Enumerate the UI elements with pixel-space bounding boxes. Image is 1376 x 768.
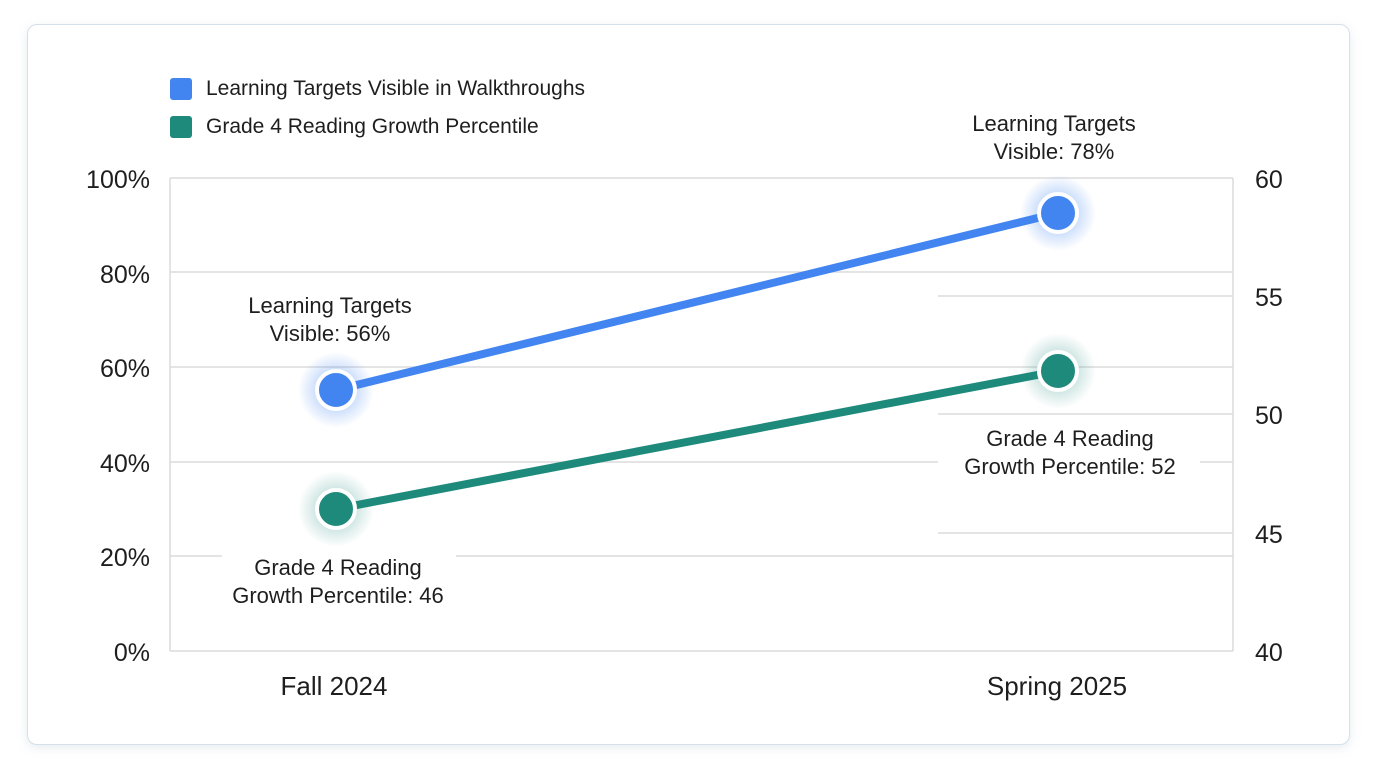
annotation-line: Growth Percentile: 46 bbox=[232, 583, 444, 608]
annotation-line: Grade 4 Reading bbox=[254, 555, 422, 580]
chart-card bbox=[27, 24, 1350, 745]
annotation-line: Grade 4 Reading bbox=[986, 426, 1154, 451]
left-tick: 60% bbox=[100, 355, 150, 383]
right-tick: 55 bbox=[1255, 284, 1283, 312]
annotation-line: Visible: 56% bbox=[270, 321, 391, 346]
legend-item-reading-growth[interactable]: Grade 4 Reading Growth Percentile bbox=[170, 108, 585, 146]
left-tick: 100% bbox=[86, 166, 150, 194]
data-point-teal-fall[interactable] bbox=[315, 488, 357, 530]
data-point-blue-spring[interactable] bbox=[1037, 192, 1079, 234]
series-line-reading-growth bbox=[332, 367, 1062, 513]
annotation-blue-spring: Learning Targets Visible: 78% bbox=[972, 111, 1136, 164]
data-point-teal-spring[interactable] bbox=[1037, 350, 1079, 392]
legend-swatch-blue-icon bbox=[170, 78, 192, 100]
left-tick: 80% bbox=[100, 261, 150, 289]
annotation-teal-spring: Grade 4 Reading Growth Percentile: 52 bbox=[964, 426, 1176, 479]
right-tick: 50 bbox=[1255, 402, 1283, 430]
legend-label: Grade 4 Reading Growth Percentile bbox=[206, 115, 539, 138]
right-gridlines bbox=[938, 295, 1233, 534]
legend-item-learning-targets[interactable]: Learning Targets Visible in Walkthroughs bbox=[170, 70, 585, 108]
right-tick: 45 bbox=[1255, 521, 1283, 549]
annotation-line: Learning Targets bbox=[972, 111, 1136, 136]
right-tick: 40 bbox=[1255, 639, 1283, 667]
annotation-line: Growth Percentile: 52 bbox=[964, 454, 1176, 479]
x-axis: Fall 2024 Spring 2025 bbox=[281, 671, 1128, 701]
left-tick: 40% bbox=[100, 450, 150, 478]
legend-label: Learning Targets Visible in Walkthroughs bbox=[206, 77, 585, 100]
annotation-line: Visible: 78% bbox=[994, 139, 1115, 164]
data-point-blue-fall[interactable] bbox=[315, 369, 357, 411]
x-tick: Fall 2024 bbox=[281, 671, 388, 701]
right-axis: 60 55 50 45 40 bbox=[1255, 166, 1283, 667]
series-line-learning-targets bbox=[332, 209, 1062, 394]
left-tick: 20% bbox=[100, 544, 150, 572]
left-axis: 100% 80% 60% 40% 20% 0% bbox=[86, 166, 150, 667]
x-tick: Spring 2025 bbox=[987, 671, 1127, 701]
right-tick: 60 bbox=[1255, 166, 1283, 194]
left-tick: 0% bbox=[114, 639, 150, 667]
legend-swatch-teal-icon bbox=[170, 116, 192, 138]
annotation-teal-fall: Grade 4 Reading Growth Percentile: 46 bbox=[232, 555, 444, 608]
annotation-blue-fall: Learning Targets Visible: 56% bbox=[248, 293, 412, 346]
legend: Learning Targets Visible in Walkthroughs… bbox=[170, 70, 585, 146]
annotation-line: Learning Targets bbox=[248, 293, 412, 318]
